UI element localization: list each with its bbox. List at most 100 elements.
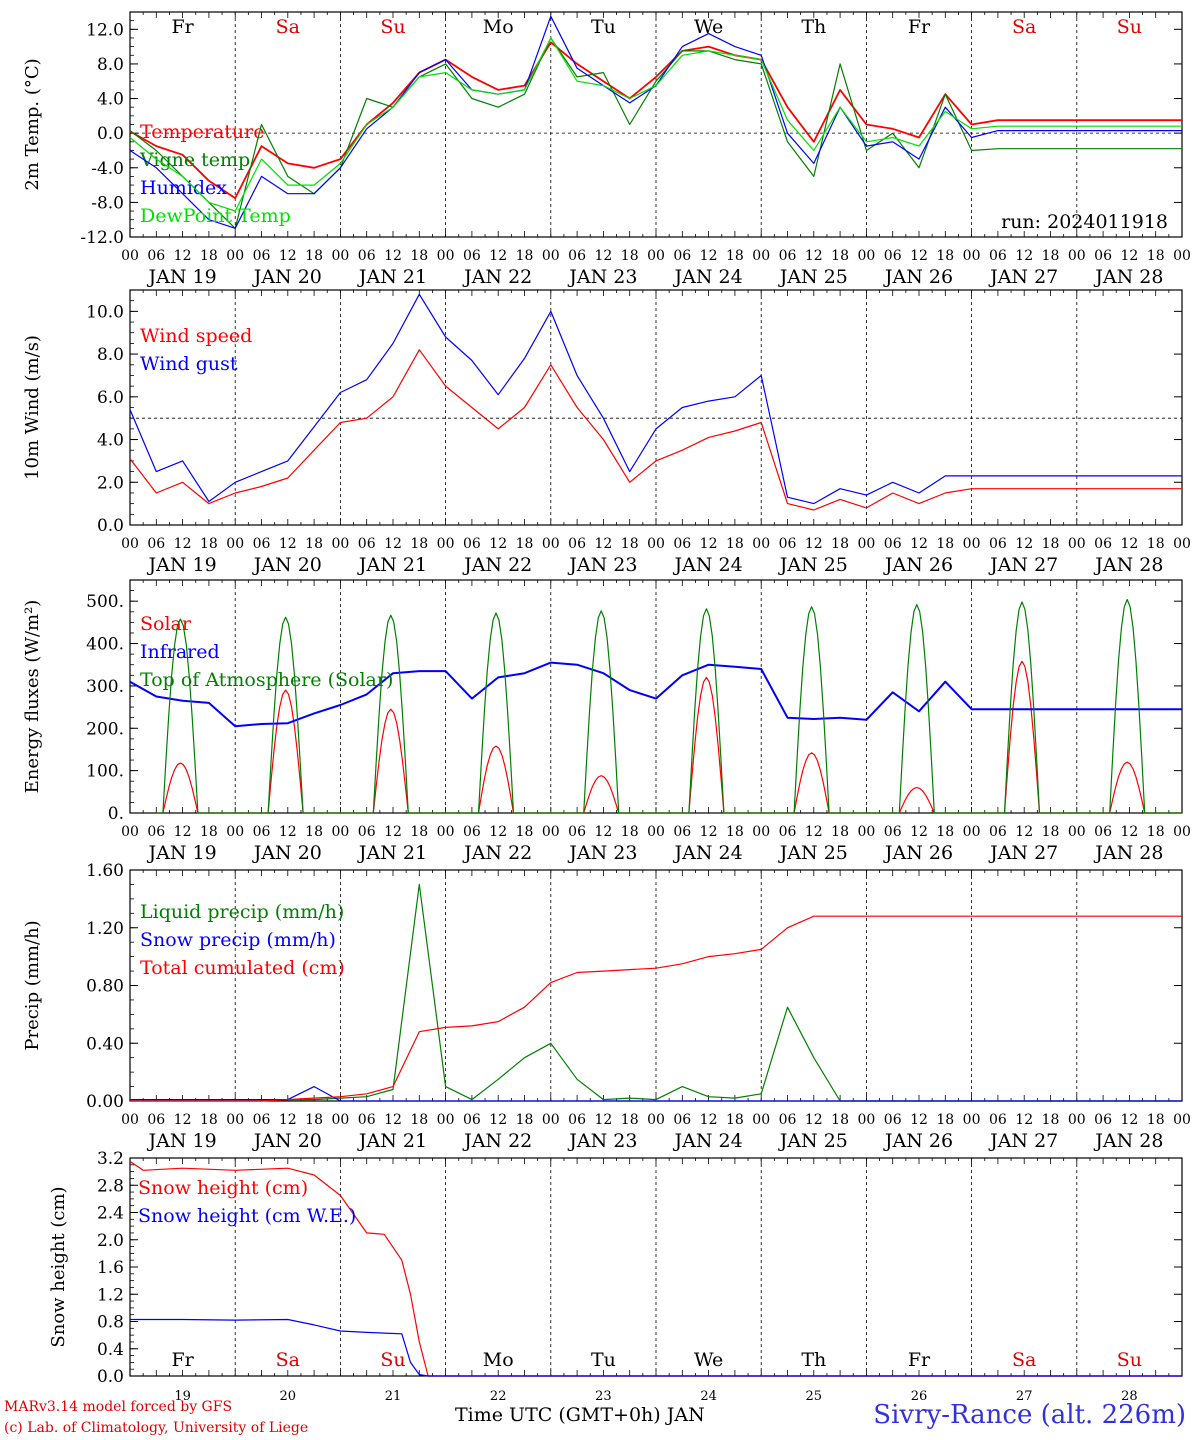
- y-axis-label: Snow height (cm): [48, 1186, 69, 1347]
- legend-entry: Wind gust: [140, 353, 238, 375]
- y-tick-label: 1.20: [86, 919, 124, 939]
- x-hour-label: 00: [437, 536, 455, 552]
- y-tick-label: 0.0: [97, 124, 124, 144]
- x-hour-label: 18: [726, 248, 744, 264]
- x-date-label: JAN 21: [357, 842, 427, 864]
- y-tick-label: 4.0: [97, 90, 124, 110]
- x-date-label: JAN 24: [673, 842, 743, 864]
- y-tick-label: 0.0: [97, 516, 124, 536]
- x-hour-label: 18: [305, 824, 323, 840]
- x-hour-label: 12: [489, 824, 507, 840]
- x-hour-label: 00: [542, 824, 560, 840]
- x-date-label: JAN 19: [147, 1130, 217, 1152]
- legend-entry: Snow height (cm): [138, 1177, 308, 1199]
- x-hour-label: 18: [936, 536, 954, 552]
- x-hour-label: 12: [384, 536, 402, 552]
- x-hour-label: 12: [1120, 1112, 1138, 1128]
- x-date-label: JAN 27: [988, 554, 1058, 576]
- legend-entry: Infrared: [140, 641, 220, 663]
- x-day-number: 21: [385, 1389, 402, 1404]
- x-day-number: 26: [911, 1389, 928, 1404]
- x-hour-label: 18: [831, 248, 849, 264]
- legend-entry: DewPoint Temp: [140, 205, 291, 227]
- y-tick-label: 10.0: [86, 302, 124, 322]
- x-day-number: 24: [700, 1389, 717, 1404]
- y-tick-label: 8.0: [97, 55, 124, 75]
- x-hour-label: 00: [752, 536, 770, 552]
- y-tick-label: 0.40: [86, 1034, 124, 1054]
- x-hour-label: 12: [1015, 1112, 1033, 1128]
- legend-entry: Top of Atmosphere (Solar): [140, 669, 393, 691]
- x-hour-label: 06: [884, 248, 902, 264]
- x-date-label: JAN 23: [567, 1130, 637, 1152]
- y-tick-label: 400.: [86, 635, 124, 655]
- x-hour-label: 12: [1015, 536, 1033, 552]
- x-date-label: JAN 26: [883, 842, 953, 864]
- legend-entry: Temperature: [140, 121, 264, 143]
- x-hour-label: 18: [1042, 1112, 1060, 1128]
- x-hour-label: 12: [1120, 248, 1138, 264]
- x-hour-label: 00: [331, 248, 349, 264]
- x-hour-label: 06: [989, 536, 1007, 552]
- x-hour-label: 06: [989, 1112, 1007, 1128]
- x-hour-label: 18: [621, 536, 639, 552]
- x-hour-label: 06: [568, 536, 586, 552]
- x-hour-label: 12: [910, 248, 928, 264]
- x-hour-label: 06: [1094, 536, 1112, 552]
- series-line-0: [129, 1160, 1182, 1377]
- x-hour-label: 06: [884, 1112, 902, 1128]
- day-name-label: Fr: [908, 1349, 931, 1371]
- x-hour-label: 00: [226, 824, 244, 840]
- y-tick-label: 300.: [86, 677, 124, 697]
- x-date-label: JAN 21: [357, 266, 427, 288]
- y-tick-label: 12.0: [86, 20, 124, 40]
- x-hour-label: 12: [805, 536, 823, 552]
- plot-frame: [129, 11, 1183, 238]
- x-hour-label: 06: [568, 824, 586, 840]
- day-name-label: Su: [1117, 16, 1142, 38]
- x-hour-label: 00: [542, 536, 560, 552]
- x-hour-label: 00: [647, 536, 665, 552]
- x-date-label: JAN 23: [567, 554, 637, 576]
- day-name-label: Su: [1117, 1349, 1142, 1371]
- x-hour-label: 00: [752, 248, 770, 264]
- x-hour-label: 12: [1120, 824, 1138, 840]
- x-hour-label: 00: [1068, 536, 1086, 552]
- series-line-1: [130, 1086, 1182, 1102]
- x-day-number: 25: [806, 1389, 823, 1404]
- y-tick-label: 0.00: [86, 1092, 124, 1112]
- station-name: Sivry-Rance (alt. 226m): [873, 1400, 1186, 1430]
- x-hour-label: 00: [857, 536, 875, 552]
- x-date-label: JAN 25: [778, 1130, 848, 1152]
- y-tick-label: 1.60: [86, 861, 124, 881]
- x-hour-label: 18: [621, 1112, 639, 1128]
- x-hour-label: 00: [1068, 1112, 1086, 1128]
- x-hour-label: 18: [831, 824, 849, 840]
- x-hour-label: 00: [121, 536, 139, 552]
- legend-entry: Liquid precip (mm/h): [140, 901, 344, 923]
- day-name-label: We: [694, 1349, 723, 1371]
- x-hour-label: 18: [1042, 824, 1060, 840]
- x-hour-label: 06: [463, 824, 481, 840]
- series-line-1: [129, 661, 1182, 728]
- x-hour-label: 18: [516, 824, 534, 840]
- x-hour-label: 12: [489, 1112, 507, 1128]
- y-tick-label: 3.2: [97, 1149, 124, 1169]
- x-day-number: 22: [490, 1389, 507, 1404]
- panel-5: 0.0 0.4 0.8 1.2 1.6 2.0 2.4 2.8 3.2 Snow height (…: [48, 1149, 1183, 1404]
- x-date-label: JAN 27: [988, 842, 1058, 864]
- x-hour-label: 18: [1147, 536, 1165, 552]
- x-date-label: JAN 26: [883, 554, 953, 576]
- x-hour-label: 12: [174, 536, 192, 552]
- series-line-2: [130, 915, 1182, 1102]
- day-name-label: We: [694, 16, 723, 38]
- x-hour-label: 18: [200, 536, 218, 552]
- x-date-label: JAN 19: [147, 554, 217, 576]
- series-line-2: [156, 598, 1182, 814]
- legend-entry: Wind speed: [140, 325, 252, 347]
- x-hour-label: 00: [1068, 248, 1086, 264]
- x-hour-label: 00: [752, 1112, 770, 1128]
- x-hour-label: 12: [174, 824, 192, 840]
- x-hour-label: 06: [463, 248, 481, 264]
- y-tick-label: 1.6: [97, 1258, 124, 1278]
